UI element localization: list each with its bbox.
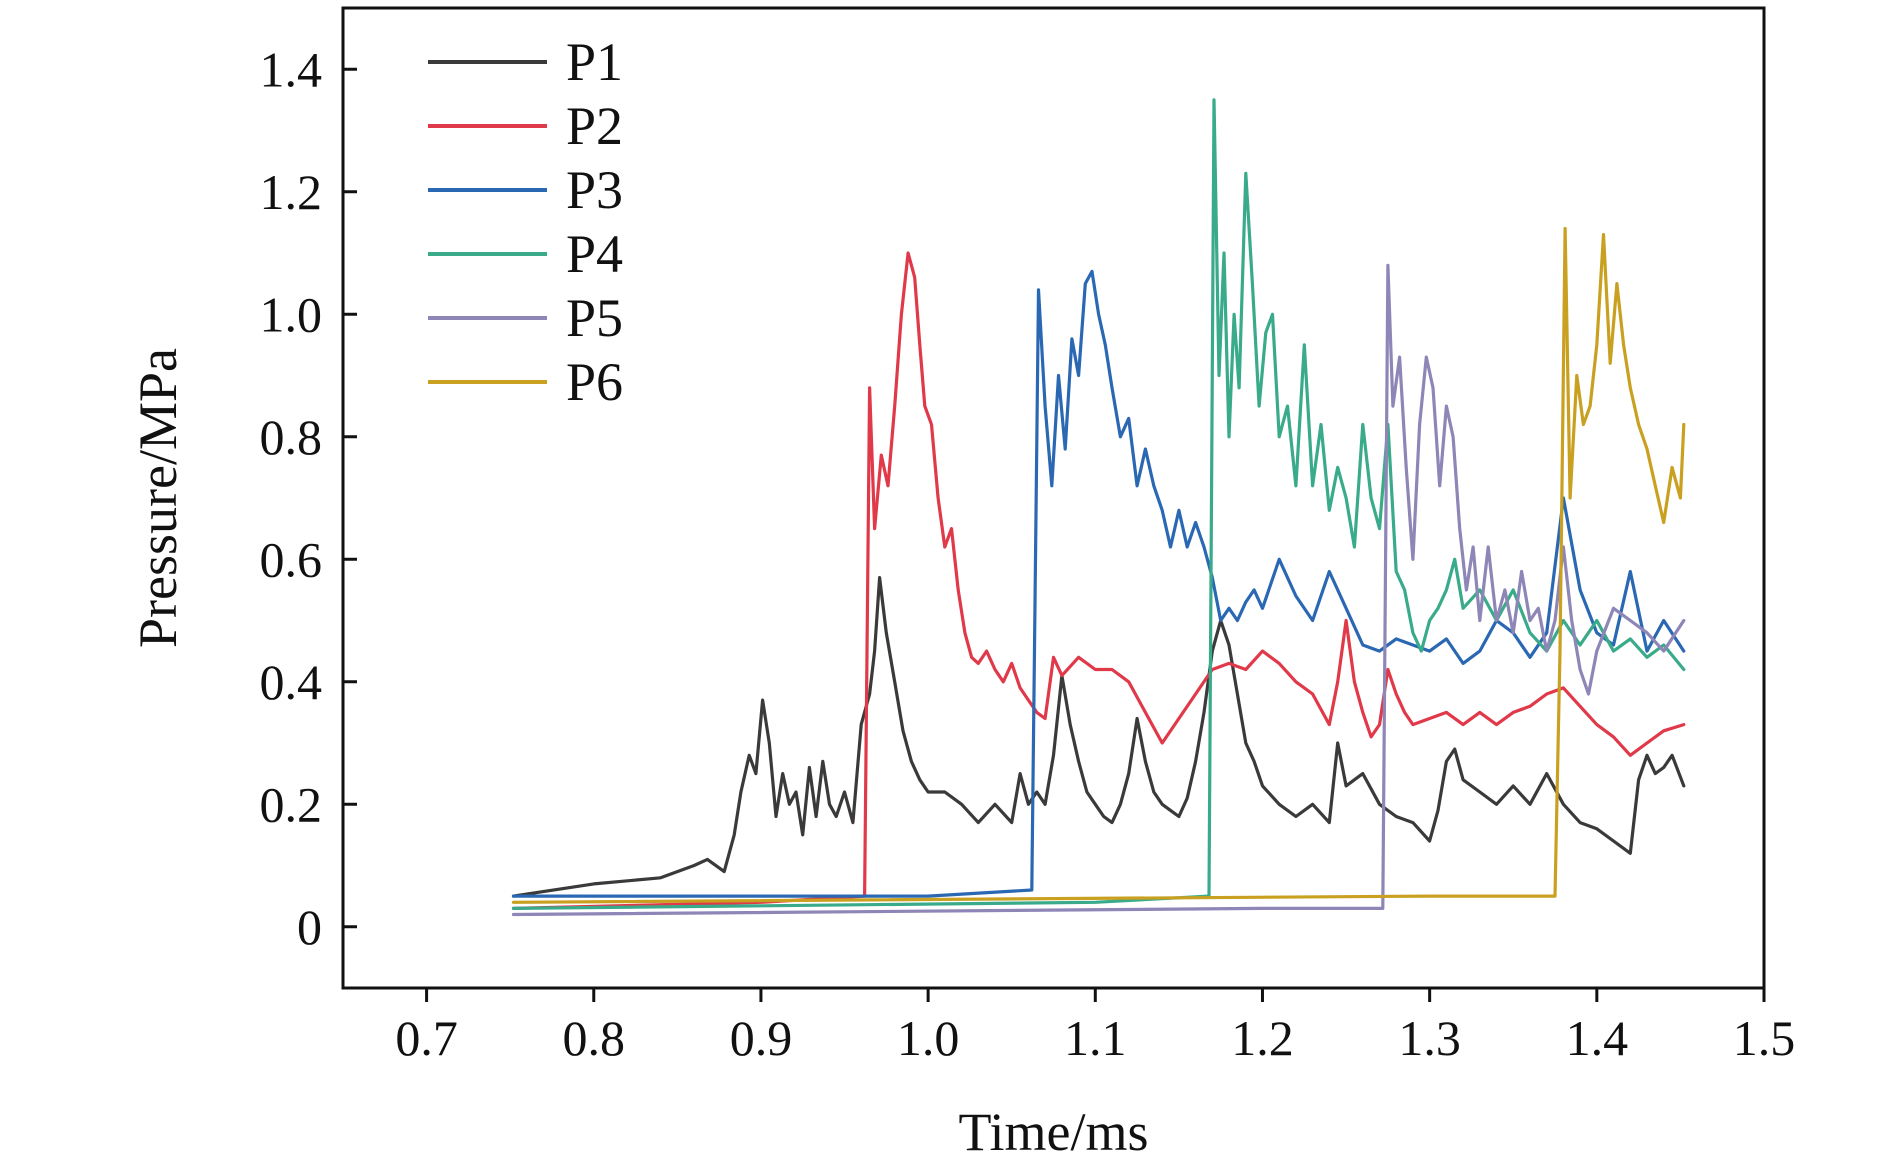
x-axis-title: Time/ms [958, 1102, 1148, 1162]
series-line-p2 [511, 251, 1686, 911]
legend-label-p5: P5 [566, 288, 623, 348]
legend-label-p4: P4 [566, 224, 623, 284]
plot-frame [341, 6, 1766, 990]
series-line-p4 [511, 98, 1686, 911]
x-tick-label: 1.1 [1064, 1010, 1127, 1066]
x-tick-label: 1.4 [1566, 1010, 1629, 1066]
y-tick-label: 0.8 [260, 409, 323, 465]
x-tick-label: 0.9 [730, 1010, 793, 1066]
x-tick-label: 0.8 [563, 1010, 626, 1066]
legend-label-p6: P6 [566, 352, 623, 412]
series-layer [511, 98, 1686, 917]
x-tick-label: 1.5 [1733, 1010, 1796, 1066]
y-tick-label: 0.6 [260, 531, 323, 587]
series-line-p6 [511, 226, 1686, 904]
x-tick-label: 1.3 [1398, 1010, 1461, 1066]
series-line-p5 [511, 263, 1686, 917]
y-tick-label: 0.4 [260, 654, 323, 710]
legend-label-p2: P2 [566, 96, 623, 156]
legend-label-p1: P1 [566, 32, 623, 92]
x-tick-label: 1.0 [897, 1010, 960, 1066]
y-tick-label: 0 [297, 899, 322, 955]
y-tick-label: 1.0 [260, 286, 323, 342]
y-tick-label: 1.4 [260, 41, 323, 97]
legend-label-p3: P3 [566, 160, 623, 220]
y-axis-title: Pressure/MPa [128, 348, 188, 648]
ticks-layer: 0.7 0.8 0.9 1.0 1.1 1.2 1.3 1.4 1.5 0 0.2 0.4 0.6 0.8… [260, 41, 1796, 1066]
y-tick-label: 1.2 [260, 164, 323, 220]
series-line-p1 [511, 575, 1686, 898]
y-tick-label: 0.2 [260, 776, 323, 832]
x-tick-label: 0.7 [395, 1010, 458, 1066]
x-tick-label: 1.2 [1231, 1010, 1294, 1066]
series-line-p3 [511, 269, 1686, 898]
